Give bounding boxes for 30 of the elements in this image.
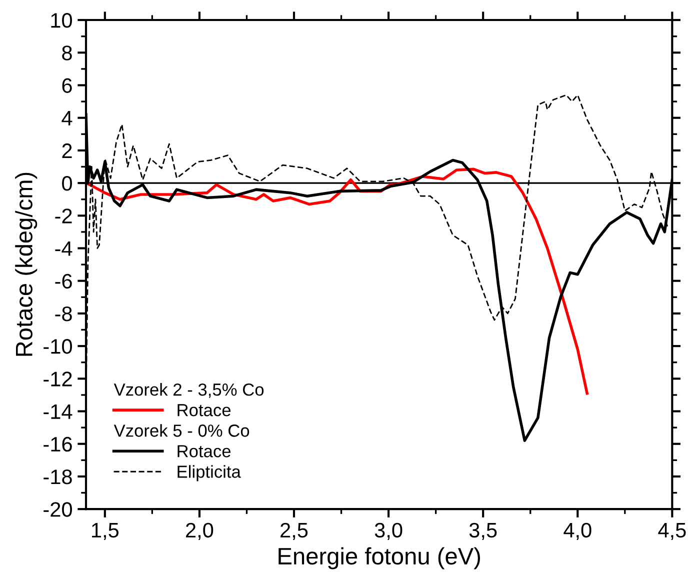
y-tick-label: -8 [55,306,72,322]
x-tick-label: 4,0 [564,522,592,540]
annotation: Vzorek 5 - 0% Co [114,424,250,437]
x-tick-label: 2,5 [280,522,308,540]
y-tick-label: -18 [44,469,72,484]
y-tick-label: -2 [55,208,72,224]
x-axis-title: Energie fotonu (eV) [278,547,480,570]
y-axis-title: Rotace (kdeg/cm) [15,172,38,356]
legend-label: Rotace [178,445,231,458]
y-tick-label: -10 [44,339,72,354]
y-tick-label: 10 [51,13,72,28]
legend-label: Elipticita [178,465,241,482]
y-tick-label: -16 [44,436,72,452]
x-tick-label: 3,0 [374,522,402,540]
x-tick-label: 3,5 [469,522,497,540]
y-tick-label: -12 [44,372,72,386]
y-tick-label: -6 [55,274,72,289]
y-tick-label: -20 [44,502,72,517]
y-tick-label: -14 [44,404,72,419]
x-tick-label: 4,5 [658,523,686,540]
y-tick-label: 6 [62,78,72,93]
y-tick-label: 8 [62,46,72,60]
y-tick-label: 2 [62,143,72,158]
y-tick-label: -4 [55,241,72,256]
legend-label: Rotace [178,404,231,416]
annotation: Vzorek 2 - 3,5% Co [114,383,264,398]
y-tick-label: 4 [62,111,72,126]
x-tick-label: 1,5 [92,523,119,540]
x-tick-label: 2,0 [186,522,214,540]
y-tick-label: 0 [62,176,72,191]
